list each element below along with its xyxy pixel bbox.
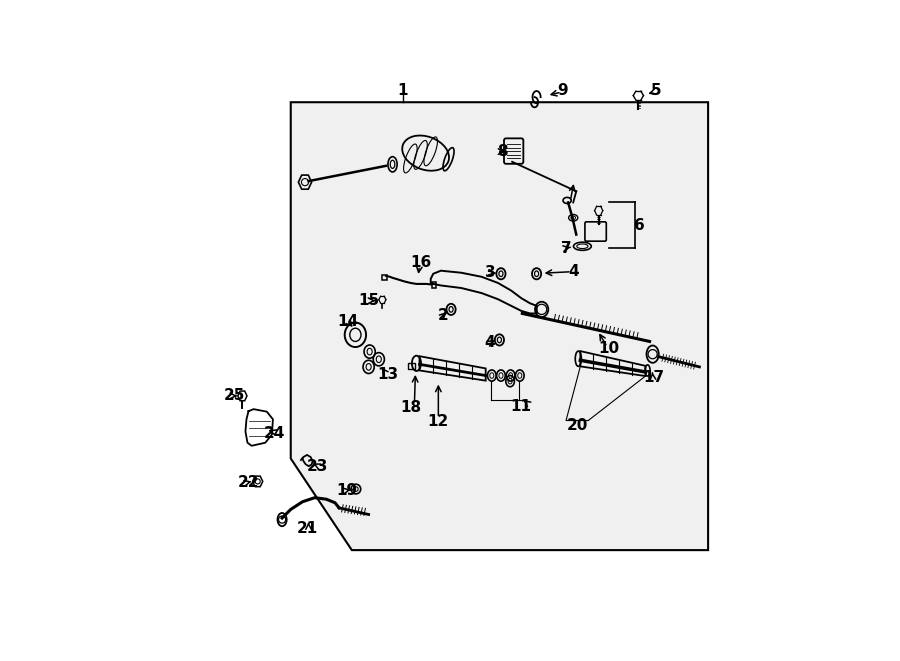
Text: 24: 24 [264, 426, 284, 440]
Text: 16: 16 [410, 255, 431, 270]
Text: 11: 11 [511, 399, 532, 414]
Text: 3: 3 [485, 265, 496, 280]
Text: 22: 22 [238, 475, 259, 490]
Text: 5: 5 [651, 83, 661, 98]
Bar [382, 275, 387, 280]
Polygon shape [291, 102, 708, 550]
Text: 6: 6 [634, 218, 644, 233]
Text: 4: 4 [484, 336, 495, 350]
Text: 13: 13 [377, 367, 398, 382]
Text: 9: 9 [558, 83, 569, 98]
Text: 12: 12 [428, 414, 449, 430]
Text: 21: 21 [297, 521, 319, 535]
Bar [432, 282, 436, 288]
Text: 8: 8 [497, 144, 508, 159]
Text: 23: 23 [307, 459, 328, 474]
Text: 1: 1 [398, 83, 408, 98]
Text: 7: 7 [561, 241, 572, 256]
Text: 20: 20 [567, 418, 588, 433]
Text: 14: 14 [338, 314, 359, 329]
Text: 2: 2 [437, 308, 448, 323]
Text: 19: 19 [337, 483, 358, 498]
Text: 10: 10 [598, 340, 619, 356]
Text: 15: 15 [358, 293, 379, 308]
Text: 25: 25 [224, 389, 246, 403]
Text: 4: 4 [568, 264, 579, 279]
Text: 17: 17 [644, 369, 664, 385]
Text: 18: 18 [400, 400, 422, 415]
